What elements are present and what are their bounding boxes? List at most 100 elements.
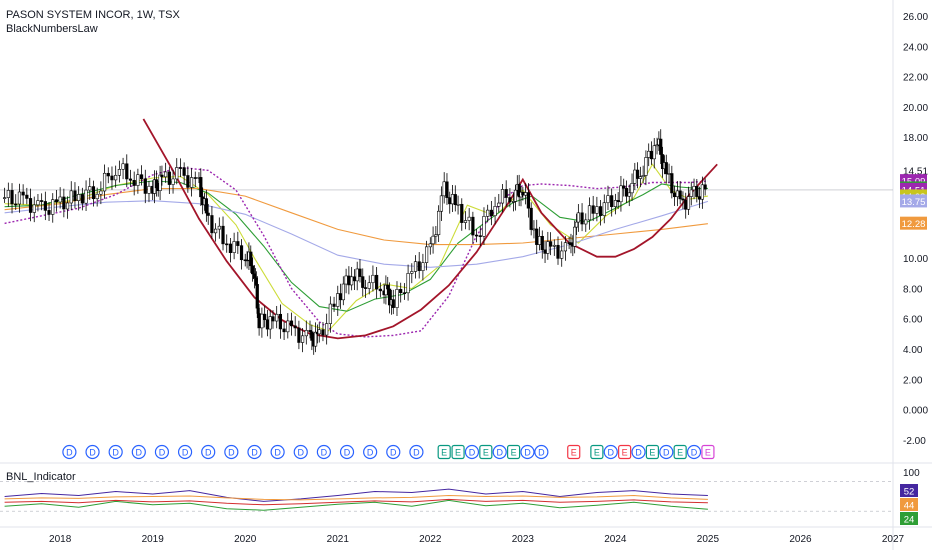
sub-indicator-line	[4, 494, 708, 501]
candle-body	[471, 216, 475, 236]
event-badge-label: D	[413, 448, 420, 458]
candle-body	[289, 320, 294, 327]
candle-body	[573, 226, 577, 247]
candle-body	[310, 331, 314, 341]
candle-body	[304, 330, 308, 337]
indicator-name[interactable]: BlackNumbersLaw	[6, 23, 98, 35]
candle-body	[574, 221, 579, 228]
moving-average-line	[4, 200, 709, 268]
y-tick-label: 8.00	[903, 284, 923, 295]
candle-body	[58, 196, 62, 203]
dividend-badge	[224, 444, 239, 460]
sub-indicator-line	[4, 498, 708, 506]
y-tick-label: 22.00	[903, 73, 928, 84]
sub-value-tag-label: 24	[904, 515, 915, 526]
candle-body	[228, 243, 233, 253]
candle-body	[65, 202, 70, 210]
event-badge-label: D	[635, 448, 642, 458]
event-badge-label: D	[89, 448, 96, 458]
candle-body	[251, 265, 255, 275]
sub-value-tag-label: 52	[904, 487, 915, 498]
candle-body	[355, 268, 359, 282]
candle-body	[659, 138, 663, 155]
y-tick-label: 14.51	[903, 166, 928, 177]
candle-body	[513, 189, 518, 202]
candle-body	[239, 245, 244, 261]
candle-body	[32, 204, 36, 213]
event-badge-label: E	[441, 448, 447, 458]
candle-body	[106, 172, 110, 177]
x-tick-label: 2025	[697, 534, 720, 545]
candle-body	[102, 172, 107, 192]
y-tick-label: 20.00	[903, 103, 928, 114]
y-tick-label: 24.00	[903, 42, 928, 53]
candle-body	[69, 190, 73, 204]
x-tick-label: 2023	[512, 534, 535, 545]
candle-body	[556, 244, 560, 259]
event-badge-label: D	[321, 448, 328, 458]
candle-body	[627, 192, 631, 197]
x-tick-label: 2027	[882, 534, 905, 545]
candle-body	[460, 203, 464, 223]
candle-body	[591, 205, 595, 214]
candle-body	[670, 173, 674, 194]
candle-body	[21, 191, 25, 196]
dividend-badge	[686, 444, 702, 460]
candle-body	[524, 192, 528, 196]
candle-body	[504, 189, 508, 198]
candle-body	[232, 241, 236, 253]
candle-body	[598, 206, 603, 216]
candle-body	[563, 242, 568, 252]
candle-body	[128, 178, 133, 181]
candle-body	[139, 174, 144, 180]
dividend-badge	[464, 444, 480, 460]
candle-body	[160, 174, 164, 178]
candle-body	[286, 320, 290, 333]
candle-body	[352, 276, 357, 282]
candle-body	[371, 274, 375, 284]
symbol-title[interactable]: PASON SYSTEM INCOR, 1W, TSX	[6, 9, 180, 21]
candle-body	[493, 206, 497, 217]
dividend-badge	[247, 444, 262, 460]
candle-body	[54, 199, 59, 203]
candle-body	[147, 185, 151, 194]
dividend-badge	[603, 444, 618, 460]
candle-body	[114, 174, 118, 181]
event-badge-label: E	[677, 448, 683, 458]
candle-body	[434, 234, 438, 237]
candle-body	[167, 171, 171, 185]
candle-body	[517, 183, 521, 198]
candle-body	[655, 144, 659, 147]
candle-body	[619, 185, 623, 203]
candle-body	[647, 150, 651, 158]
candle-body	[508, 197, 512, 203]
event-badge-label: D	[205, 448, 212, 458]
candle-body	[678, 190, 682, 200]
event-badge-label: D	[390, 448, 397, 458]
candle-body	[543, 249, 547, 254]
sub-indicator-name[interactable]: BNL_Indicator	[6, 471, 76, 483]
candle-body	[265, 319, 270, 330]
candle-body	[686, 196, 691, 210]
candle-body	[532, 228, 536, 231]
candle-body	[121, 163, 125, 170]
candle-body	[602, 202, 606, 216]
y-tick-label: -2.00	[903, 436, 926, 447]
y-tick-label: 18.00	[903, 133, 928, 144]
candle-body	[136, 174, 140, 186]
candle-body	[500, 189, 505, 204]
sub-value-tag	[900, 498, 918, 511]
candle-body	[214, 228, 218, 234]
candle-body	[73, 190, 77, 201]
event-badge-label: E	[483, 448, 489, 458]
candle-body	[249, 251, 253, 267]
earnings-badge	[479, 444, 493, 460]
candle-body	[217, 225, 221, 230]
dividend-badge	[339, 444, 355, 460]
candle-body	[641, 175, 645, 177]
earnings-badge	[567, 444, 581, 460]
price-tag-label: 13.75	[902, 197, 926, 208]
candle-body	[529, 207, 533, 230]
event-badge-label: D	[608, 448, 615, 458]
